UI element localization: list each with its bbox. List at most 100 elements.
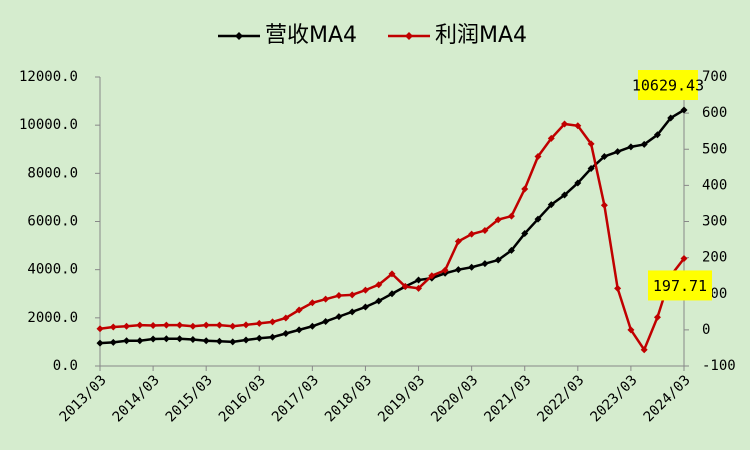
marker <box>282 314 290 322</box>
marker <box>255 334 263 342</box>
marker <box>308 322 316 330</box>
marker <box>176 335 184 343</box>
y-tick-label: 6000.0 <box>27 214 78 230</box>
y-tick-label: 4000.0 <box>27 262 78 278</box>
x-tick-label: 2021/03 <box>481 372 534 425</box>
marker <box>454 266 462 274</box>
x-tick-label: 2022/03 <box>534 372 587 425</box>
marker <box>189 336 197 344</box>
marker <box>202 337 210 345</box>
marker <box>627 143 635 151</box>
marker <box>229 338 237 346</box>
marker <box>255 319 263 327</box>
marker <box>136 321 144 329</box>
y2-tick-label: 600 <box>702 105 727 121</box>
data-label-box <box>648 270 712 301</box>
marker <box>574 122 582 130</box>
marker <box>242 336 250 344</box>
marker <box>388 290 396 298</box>
marker <box>109 338 117 346</box>
marker <box>521 185 529 193</box>
y2-tick-label: 200 <box>702 250 727 266</box>
marker <box>215 321 223 329</box>
marker <box>614 148 622 156</box>
marker <box>202 321 210 329</box>
x-tick-label: 2015/03 <box>163 372 216 425</box>
data-label-box <box>638 70 698 101</box>
marker <box>547 134 555 142</box>
marker <box>494 216 502 224</box>
marker <box>574 179 582 187</box>
marker <box>123 337 131 345</box>
marker <box>680 106 688 114</box>
x-tick-label: 2014/03 <box>110 372 163 425</box>
marker <box>534 215 542 223</box>
x-tick-label: 2024/03 <box>641 372 694 425</box>
marker <box>149 322 157 330</box>
marker <box>653 313 661 321</box>
marker <box>96 339 104 347</box>
marker <box>335 292 343 300</box>
marker <box>123 322 131 330</box>
y2-tick-label: 0 <box>702 322 710 338</box>
x-tick-label: 2013/03 <box>57 372 110 425</box>
x-tick-label: 2020/03 <box>428 372 481 425</box>
marker <box>441 266 449 274</box>
marker <box>587 165 595 173</box>
x-tick-label: 2017/03 <box>269 372 322 425</box>
legend-marker <box>235 32 243 40</box>
marker <box>348 308 356 316</box>
marker <box>468 230 476 238</box>
marker <box>176 321 184 329</box>
y2-tick-label: 700 <box>702 69 727 85</box>
marker <box>375 281 383 289</box>
legend-label: 营收MA4 <box>265 23 357 48</box>
marker <box>653 131 661 139</box>
y2-tick-label: 400 <box>702 177 727 193</box>
y2-tick-label: -100 <box>702 358 736 374</box>
marker <box>600 152 608 160</box>
marker <box>229 322 237 330</box>
legend-marker <box>405 32 413 40</box>
x-tick-label: 2023/03 <box>588 372 641 425</box>
marker <box>136 337 144 345</box>
marker <box>335 313 343 321</box>
marker <box>561 120 569 128</box>
marker <box>269 333 277 341</box>
marker <box>468 263 476 271</box>
legend-label: 利润MA4 <box>435 23 527 48</box>
marker <box>454 237 462 245</box>
marker <box>428 272 436 280</box>
x-tick-label: 2016/03 <box>216 372 269 425</box>
x-tick-label: 2018/03 <box>322 372 375 425</box>
series-line <box>99 122 685 353</box>
marker <box>295 306 303 314</box>
marker <box>494 256 502 264</box>
marker <box>614 284 622 292</box>
data-label: 10629.43 <box>632 77 704 95</box>
x-tick-label: 2019/03 <box>375 372 428 425</box>
marker <box>96 325 104 333</box>
marker <box>322 317 330 325</box>
marker <box>521 230 529 238</box>
marker <box>308 299 316 307</box>
marker <box>295 326 303 334</box>
data-label: 197.71 <box>653 277 707 295</box>
marker <box>481 227 489 235</box>
marker <box>534 152 542 160</box>
marker <box>667 114 675 122</box>
y-tick-label: 2000.0 <box>27 310 78 326</box>
y-tick-label: 0.0 <box>53 358 78 374</box>
marker <box>215 337 223 345</box>
marker <box>361 286 369 294</box>
marker <box>680 254 688 262</box>
marker <box>109 323 117 331</box>
marker <box>415 284 423 292</box>
y2-tick-label: 300 <box>702 214 727 230</box>
marker <box>507 246 515 254</box>
marker <box>507 212 515 220</box>
series-line <box>99 108 685 345</box>
y-tick-label: 10000.0 <box>19 117 78 133</box>
marker <box>600 201 608 209</box>
